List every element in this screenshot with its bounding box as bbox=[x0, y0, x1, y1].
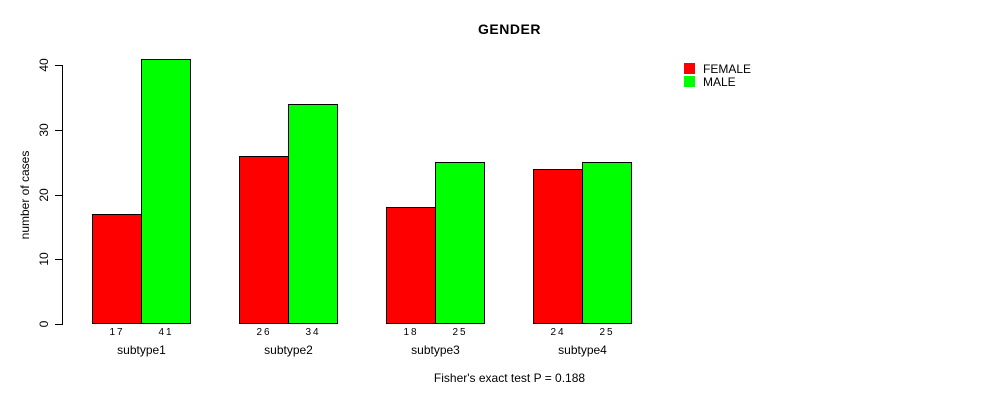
y-tick-mark bbox=[55, 324, 62, 325]
y-tick-label: 30 bbox=[37, 123, 51, 137]
y-tick-mark bbox=[55, 259, 62, 260]
y-tick-label: 40 bbox=[37, 58, 51, 72]
bar-male-subtype3 bbox=[435, 162, 485, 324]
bar-value-label: 34 bbox=[305, 327, 321, 338]
category-label-subtype2: subtype2 bbox=[264, 343, 313, 357]
chart-title: GENDER bbox=[478, 21, 541, 37]
bar-value-label: 25 bbox=[452, 327, 468, 338]
male-swatch-icon bbox=[684, 76, 695, 87]
bar-value-label: 41 bbox=[158, 327, 174, 338]
y-axis-title: number of cases bbox=[18, 150, 32, 240]
bar-female-subtype4 bbox=[533, 169, 583, 324]
y-tick-mark bbox=[55, 65, 62, 66]
bar-value-label: 24 bbox=[550, 327, 566, 338]
y-tick-mark bbox=[55, 130, 62, 131]
y-tick-mark bbox=[55, 195, 62, 196]
female-swatch-icon bbox=[684, 63, 695, 74]
bar-value-label: 25 bbox=[599, 327, 615, 338]
category-label-subtype3: subtype3 bbox=[411, 343, 460, 357]
y-tick-label: 20 bbox=[37, 188, 51, 202]
bar-female-subtype3 bbox=[386, 207, 436, 324]
bar-value-label: 26 bbox=[256, 327, 272, 338]
fisher-test-caption: Fisher's exact test P = 0.188 bbox=[433, 371, 586, 385]
bar-male-subtype1 bbox=[141, 59, 191, 324]
y-axis-line bbox=[62, 65, 63, 325]
y-tick-label: 10 bbox=[37, 252, 51, 266]
bar-male-subtype2 bbox=[288, 104, 338, 324]
bar-male-subtype4 bbox=[582, 162, 632, 324]
bar-value-label: 18 bbox=[403, 327, 419, 338]
legend-label: MALE bbox=[703, 74, 736, 89]
bar-value-label: 17 bbox=[109, 327, 125, 338]
category-label-subtype1: subtype1 bbox=[117, 343, 166, 357]
legend-item-male: MALE bbox=[684, 74, 751, 89]
legend: FEMALE MALE bbox=[684, 61, 752, 89]
y-tick-label: 0 bbox=[37, 320, 51, 328]
bar-female-subtype1 bbox=[92, 214, 142, 324]
category-label-subtype4: subtype4 bbox=[558, 343, 607, 357]
legend-label: FEMALE bbox=[703, 61, 752, 76]
legend-item-female: FEMALE bbox=[684, 61, 752, 76]
bar-female-subtype2 bbox=[239, 156, 289, 324]
